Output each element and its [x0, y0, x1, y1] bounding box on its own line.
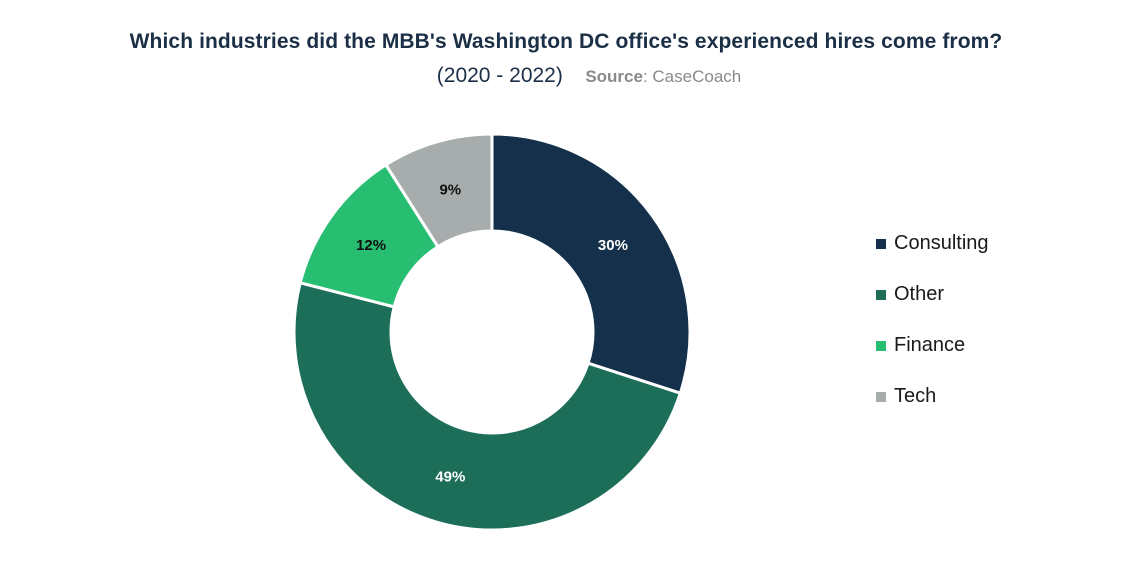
legend-swatch [876, 289, 886, 300]
slice-other [292, 280, 683, 532]
slice-consulting [490, 132, 692, 396]
data-label-tech: 9% [439, 181, 461, 198]
data-label-finance: 12% [356, 237, 386, 254]
legend-item-other: Other [876, 269, 989, 320]
legend-label: Finance [894, 334, 966, 356]
slice-tech [383, 132, 494, 249]
chart-legend: Consulting Other Finance Tech [876, 218, 989, 422]
source-label: Source [585, 67, 643, 86]
chart-title: Which industries did the MBB's Washingto… [129, 30, 1003, 53]
legend-item-finance: Finance [876, 320, 989, 371]
legend-swatch [876, 340, 886, 351]
data-label-other: 49% [435, 469, 465, 486]
chart-subtitle: (2020 - 2022) Source: CaseCoach [0, 64, 1132, 88]
data-label-consulting: 30% [598, 237, 628, 254]
legend-label: Tech [894, 385, 937, 407]
legend-label: Consulting [894, 232, 989, 254]
legend-item-tech: Tech [876, 371, 989, 422]
period-text: (2020 - 2022) [436, 64, 563, 87]
legend-swatch [876, 391, 886, 402]
legend-label: Other [894, 283, 945, 305]
source-value: : CaseCoach [642, 67, 742, 86]
legend-swatch [876, 238, 886, 249]
legend-item-consulting: Consulting [876, 218, 989, 269]
